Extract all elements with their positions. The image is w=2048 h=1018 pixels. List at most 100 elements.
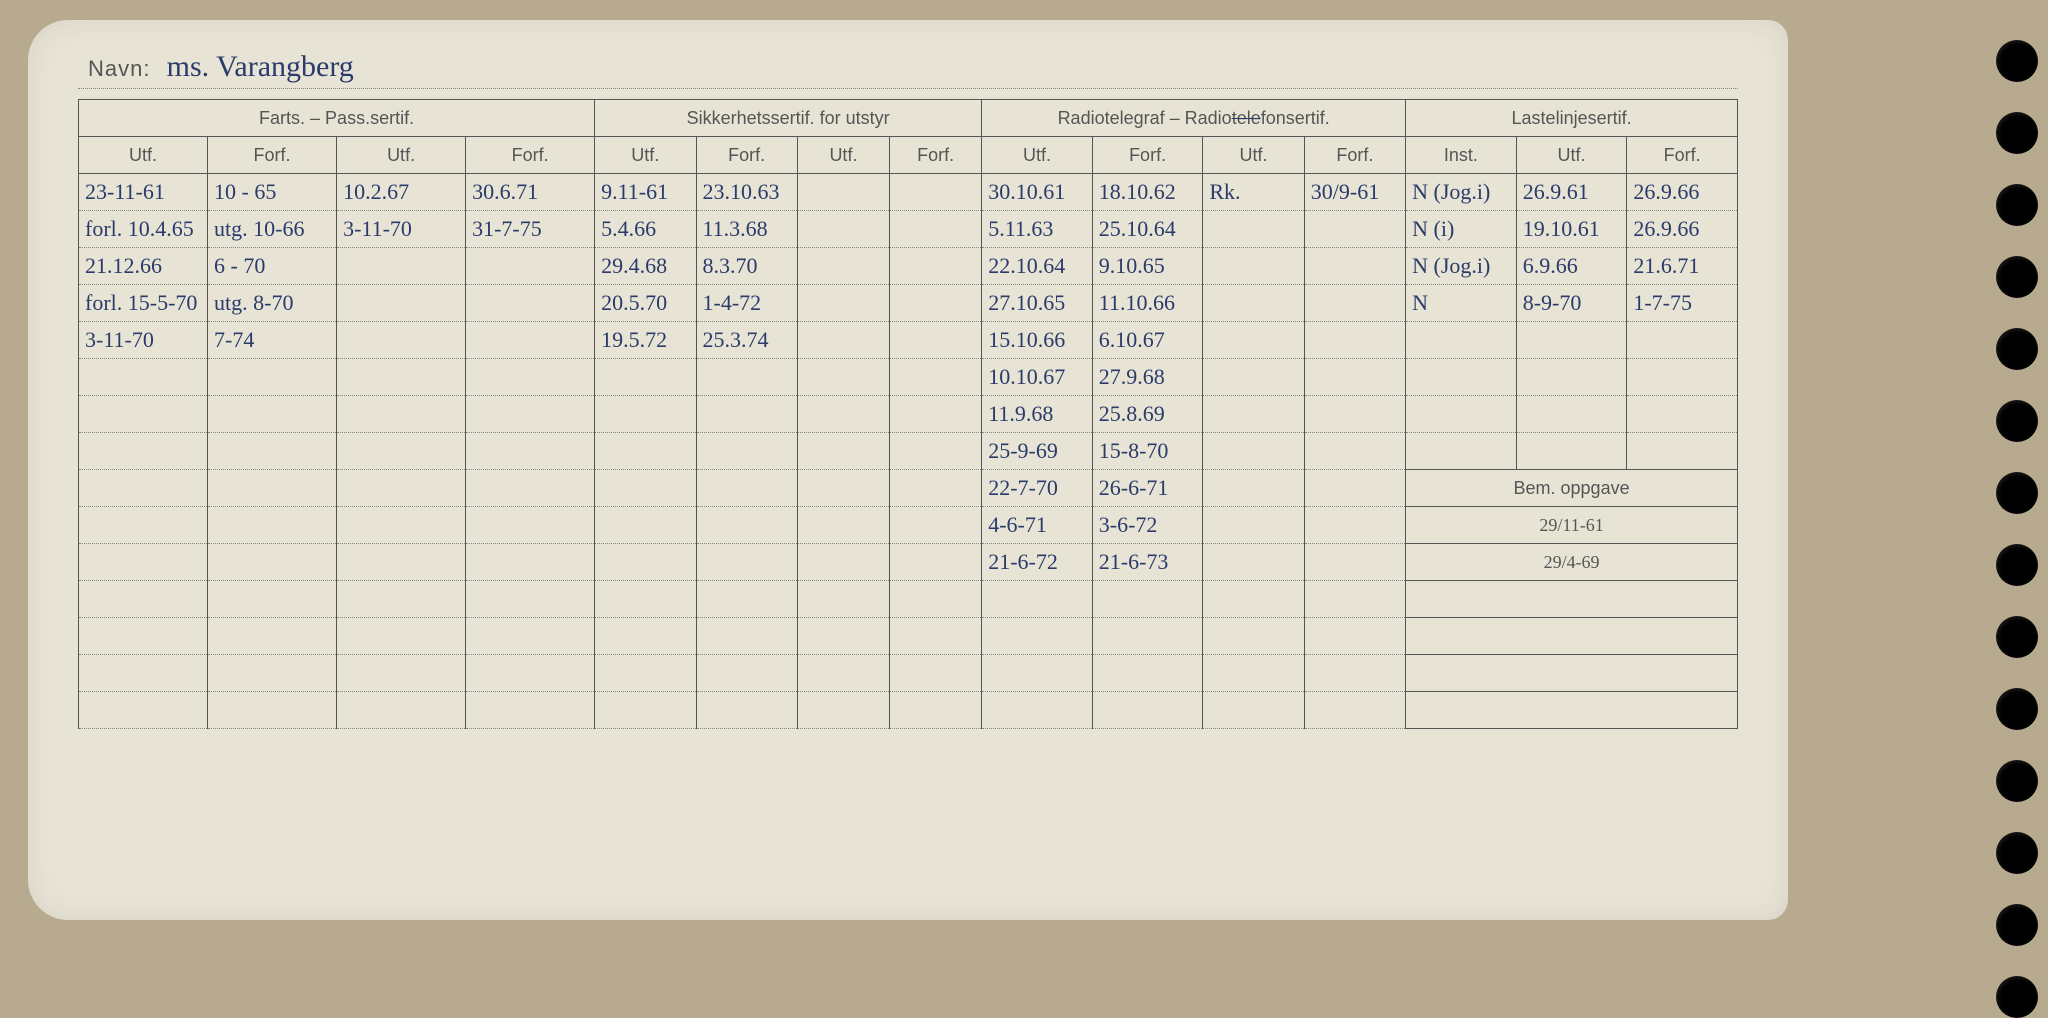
table-cell [1304,211,1405,248]
table-cell [1203,544,1304,581]
table-cell: 6.10.67 [1092,322,1203,359]
table-cell: 19.5.72 [595,322,696,359]
table-cell [595,470,696,507]
table-cell [890,507,982,544]
table-cell [1304,396,1405,433]
table-cell [337,285,466,322]
hdr-forf: Forf. [466,137,595,174]
table-row: 23-11-6110 - 6510.2.6730.6.719.11-6123.1… [79,174,1738,211]
table-cell [696,618,797,655]
binder-hole [1996,256,2038,298]
table-cell [1304,433,1405,470]
table-cell [79,470,208,507]
table-cell: N [1406,285,1517,322]
table-cell [696,655,797,692]
table-cell [1627,396,1738,433]
table-cell: 22.10.64 [982,248,1093,285]
table-cell [982,581,1093,618]
binder-hole [1996,544,2038,586]
hdr-forf: Forf. [1304,137,1405,174]
table-cell [890,655,982,692]
table-cell: 11.10.66 [1092,285,1203,322]
table-cell: 1-4-72 [696,285,797,322]
table-cell: 19.10.61 [1516,211,1627,248]
table-cell [890,692,982,729]
table-cell: N (Jog.i) [1406,248,1517,285]
table-cell [337,470,466,507]
table-cell: 8-9-70 [1516,285,1627,322]
table-row: 21.12.666 - 7029.4.688.3.7022.10.649.10.… [79,248,1738,285]
table-cell [1304,581,1405,618]
index-card: Navn: ms. Varangberg Farts. – Pass.serti… [28,20,1788,920]
hdr-forf: Forf. [890,137,982,174]
table-cell [337,692,466,729]
section-laste: Lastelinjesertif. [1406,100,1738,137]
table-cell [337,655,466,692]
hdr-utf: Utf. [982,137,1093,174]
table-cell: 21.12.66 [79,248,208,285]
table-cell [1203,322,1304,359]
table-cell [466,322,595,359]
table-cell [890,618,982,655]
table-cell: 22-7-70 [982,470,1093,507]
section-farts: Farts. – Pass.sertif. Konstr. [79,100,595,137]
table-cell [1203,507,1304,544]
table-cell: 26.9.66 [1627,211,1738,248]
radio-label: Radiotelegraf – Radiotelefonsertif. [1058,108,1330,128]
table-cell [797,692,889,729]
table-cell: 11.3.68 [696,211,797,248]
table-cell [337,248,466,285]
hdr-utf: Utf. [1203,137,1304,174]
farts-annotation: Konstr. [313,100,360,105]
table-cell [696,692,797,729]
table-cell [337,581,466,618]
hdr-forf: Forf. [1627,137,1738,174]
table-cell [1406,433,1517,470]
table-cell [208,655,337,692]
table-cell [1304,322,1405,359]
table-cell [797,396,889,433]
certificate-table: Farts. – Pass.sertif. Konstr. Sikkerhets… [78,99,1738,729]
table-cell [890,581,982,618]
table-cell [208,433,337,470]
table-cell: 25.10.64 [1092,211,1203,248]
table-row [79,655,1738,692]
table-cell [797,655,889,692]
table-cell [1406,359,1517,396]
bem-cell [1406,581,1738,618]
table-cell: 30.6.71 [466,174,595,211]
table-cell [79,655,208,692]
table-cell [797,322,889,359]
table-cell [466,692,595,729]
table-cell: 5.11.63 [982,211,1093,248]
table-cell [466,285,595,322]
table-cell [337,322,466,359]
table-cell [797,544,889,581]
table-cell: 15.10.66 [982,322,1093,359]
table-cell: 21.6.71 [1627,248,1738,285]
table-cell: 9.11-61 [595,174,696,211]
table-cell [890,544,982,581]
table-cell [337,433,466,470]
table-cell [1627,359,1738,396]
table-row: forl. 15-5-70utg. 8-7020.5.701-4-7227.10… [79,285,1738,322]
table-cell [595,507,696,544]
table-cell [466,581,595,618]
table-cell [208,544,337,581]
table-cell [337,544,466,581]
table-cell: 10.10.67 [982,359,1093,396]
table-cell [982,618,1093,655]
table-cell [208,359,337,396]
table-cell [1203,248,1304,285]
table-cell [1203,396,1304,433]
table-cell [890,470,982,507]
table-cell: 29.4.68 [595,248,696,285]
table-cell [890,285,982,322]
table-cell [797,211,889,248]
table-cell: 11.9.68 [982,396,1093,433]
table-cell [1092,581,1203,618]
table-cell [595,359,696,396]
hdr-utf: Utf. [337,137,466,174]
table-cell [1203,618,1304,655]
hdr-inst: Inst. [1406,137,1517,174]
